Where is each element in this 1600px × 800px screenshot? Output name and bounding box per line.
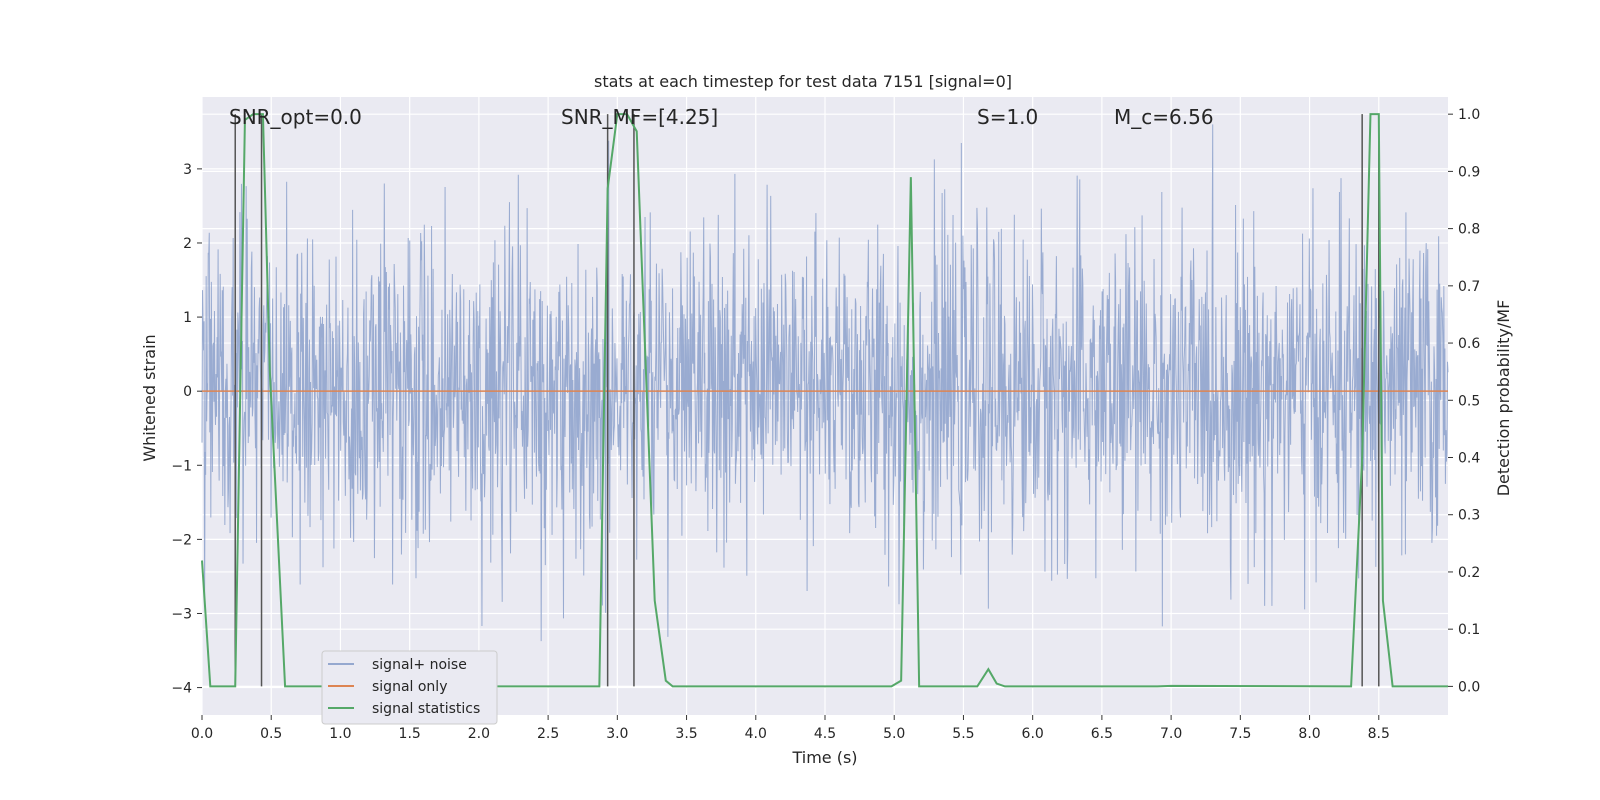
x-tick-label: 0.0 xyxy=(191,726,213,742)
series-signal-noise xyxy=(201,124,1449,642)
x-tick-label: 1.5 xyxy=(399,726,421,742)
x-tick-label: 3.5 xyxy=(675,726,697,742)
y-right-tick-label: 0.6 xyxy=(1458,336,1480,352)
y-right-tick-label: 0.7 xyxy=(1458,279,1480,295)
noise-line xyxy=(201,124,1449,642)
x-tick-label: 5.0 xyxy=(883,726,905,742)
legend-label-signal-statistics: signal statistics xyxy=(372,701,480,717)
x-tick-label: 2.0 xyxy=(468,726,490,742)
x-tick-label: 6.5 xyxy=(1091,726,1113,742)
x-tick-label: 1.0 xyxy=(329,726,351,742)
x-tick-label: 7.0 xyxy=(1160,726,1182,742)
x-axis-ticks: 0.0 0.5 1.0 1.5 2.0 2.5 3.0 3.5 4.0 4.5 5.0 5.5 6.0 6… xyxy=(191,715,1390,742)
x-tick-label: 8.5 xyxy=(1368,726,1390,742)
x-tick-label: 6.0 xyxy=(1022,726,1044,742)
annotation-snr-mf: SNR_MF=[4.25] xyxy=(561,105,718,129)
y-tick-label: −1 xyxy=(171,458,192,474)
y-tick-label: 0 xyxy=(183,384,192,400)
x-tick-label: 4.0 xyxy=(745,726,767,742)
legend: signal+ noise signal only signal statist… xyxy=(321,650,498,725)
statistics-line xyxy=(201,113,1448,688)
x-tick-label: 7.5 xyxy=(1229,726,1251,742)
annotation-s: S=1.0 xyxy=(977,105,1038,129)
y-right-tick-label: 0.1 xyxy=(1458,622,1480,638)
y-tick-label: 2 xyxy=(183,236,192,252)
annotation-snr-opt: SNR_opt=0.0 xyxy=(229,105,362,129)
y-tick-label: 1 xyxy=(183,310,192,326)
annotation-mc: M_c=6.56 xyxy=(1114,105,1214,129)
y-right-tick-label: 1.0 xyxy=(1458,107,1480,123)
series-signal-statistics xyxy=(201,113,1448,688)
y-right-tick-label: 0.9 xyxy=(1458,164,1480,180)
legend-label-signal-only: signal only xyxy=(372,679,447,695)
y-axis-right-ticks: 0.0 0.1 0.2 0.3 0.4 0.5 0.6 0.7 0.8 0.9 1.0 xyxy=(1448,107,1480,695)
y-right-tick-label: 0.3 xyxy=(1458,508,1480,524)
legend-label-signal-noise: signal+ noise xyxy=(372,657,467,673)
y-right-tick-label: 0.2 xyxy=(1458,565,1480,581)
x-tick-label: 4.5 xyxy=(814,726,836,742)
x-tick-label: 0.5 xyxy=(260,726,282,742)
y-right-tick-label: 0.0 xyxy=(1458,679,1480,695)
chart-title: stats at each timestep for test data 715… xyxy=(594,72,1012,91)
y-right-tick-label: 0.5 xyxy=(1458,393,1480,409)
vertical-markers xyxy=(234,114,1380,687)
y-axis-label-right: Detection probability/MF xyxy=(1494,300,1513,497)
x-tick-label: 8.0 xyxy=(1298,726,1320,742)
y-tick-label: −3 xyxy=(171,606,192,622)
y-right-tick-label: 0.8 xyxy=(1458,222,1480,238)
legend-box xyxy=(321,650,498,725)
y-tick-label: 3 xyxy=(183,162,192,178)
y-right-tick-label: 0.4 xyxy=(1458,451,1480,467)
x-tick-label: 5.5 xyxy=(952,726,974,742)
x-axis-label: Time (s) xyxy=(791,748,857,767)
y-axis-label-left: Whitened strain xyxy=(140,334,159,461)
x-tick-label: 3.0 xyxy=(606,726,628,742)
y-tick-label: −2 xyxy=(171,532,192,548)
y-axis-left-ticks: −4 −3 −2 −1 0 1 2 3 xyxy=(171,162,202,697)
x-tick-label: 2.5 xyxy=(537,726,559,742)
y-tick-label: −4 xyxy=(171,681,192,697)
